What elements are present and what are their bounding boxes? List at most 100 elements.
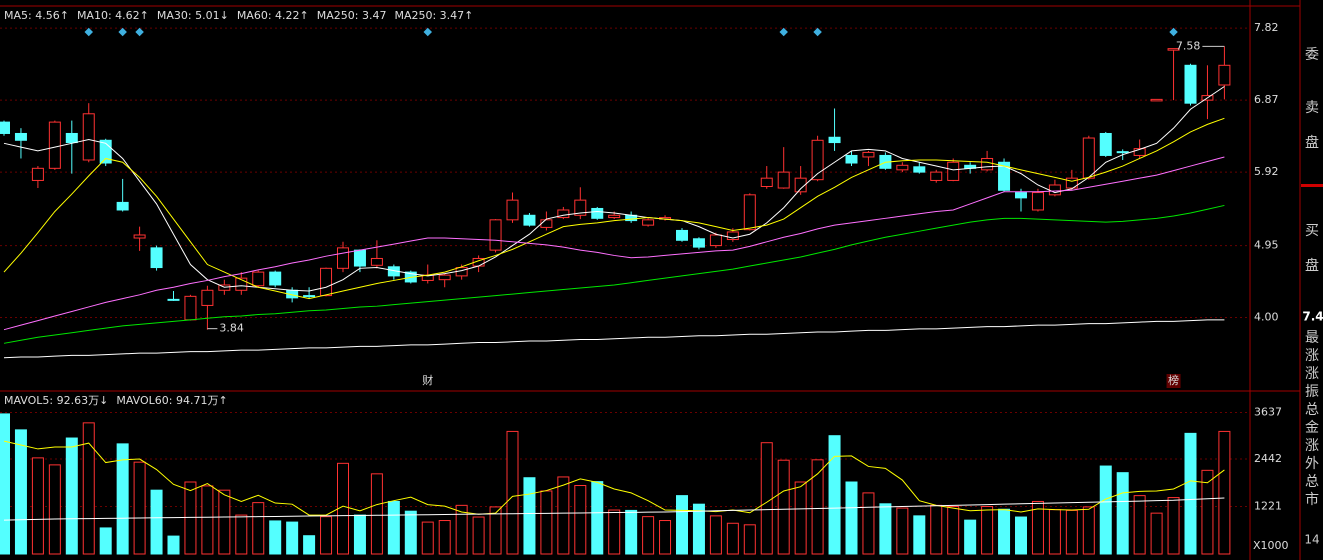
candle-body [1167, 48, 1180, 51]
candle-body [777, 171, 790, 189]
candle-body [1015, 192, 1027, 199]
candle-body [913, 166, 926, 173]
side-highlight [1301, 184, 1323, 187]
volume-bar [1201, 469, 1214, 555]
volume-bar [811, 459, 824, 555]
legend-entry: MA30: 5.01↓ [157, 9, 229, 22]
volume-bar [692, 503, 705, 555]
volume-bar [591, 481, 604, 555]
ma-line [3, 156, 1225, 331]
volume-bar [404, 510, 417, 555]
volume-bar [540, 490, 553, 555]
volume-bar [0, 413, 10, 555]
ma-line [3, 117, 1225, 300]
volume-bar [65, 437, 78, 555]
candle-body [1065, 177, 1078, 189]
candle-body [99, 139, 112, 164]
candle-body [591, 207, 604, 219]
candle-body [845, 154, 858, 164]
volume-bar [1218, 430, 1231, 555]
candle-body [930, 171, 943, 181]
candle-body [337, 247, 349, 269]
volume-bar [879, 503, 892, 555]
side-label: 市 [1305, 491, 1319, 508]
volume-bar [1031, 500, 1044, 555]
candle-body [692, 238, 705, 248]
volume-bar [642, 516, 655, 555]
mavol-line [3, 440, 1225, 516]
candle-body [14, 132, 27, 141]
volume-bar [370, 473, 383, 555]
volume-bar [489, 506, 502, 555]
candle-body [1116, 151, 1129, 154]
volume-bar [828, 435, 841, 555]
side-label: 外 [1305, 456, 1319, 472]
candle-body [1133, 148, 1146, 156]
candle-body [998, 161, 1011, 191]
candle-body [896, 164, 909, 171]
volume-bar [1167, 497, 1180, 555]
volume-bar [523, 477, 536, 555]
volume-bar [947, 506, 960, 555]
candle-body [828, 136, 841, 144]
side-label: 总 [1305, 402, 1319, 418]
ma-line [3, 319, 1225, 359]
candle-body [676, 229, 688, 241]
mavol-line [3, 497, 1225, 521]
candle-body [252, 271, 265, 287]
event-marker: 财 [422, 373, 433, 387]
side-label: 盘 [1305, 257, 1319, 274]
y-tick-label: 6.87 [1254, 93, 1279, 106]
volume-bar [557, 476, 570, 555]
candle-body [981, 157, 994, 171]
candle-body [947, 161, 960, 181]
side-label: 卖 [1305, 100, 1319, 116]
candle-body [862, 151, 875, 158]
candle-body [133, 234, 146, 239]
candle-body [370, 257, 383, 266]
volume-bar [913, 515, 926, 555]
candle-body [608, 214, 621, 219]
candle-body [743, 194, 756, 231]
candle-body [167, 298, 180, 301]
signal-marker [423, 27, 432, 37]
volume-bar [930, 504, 943, 555]
y-tick-label: 1221 [1254, 499, 1282, 512]
volume-bar [353, 514, 366, 555]
candle-body [642, 219, 655, 226]
event-box [1166, 374, 1181, 388]
candle-body [150, 247, 163, 269]
volume-bar [269, 520, 282, 555]
volume-bar [421, 521, 434, 555]
volume-bar [303, 535, 316, 555]
candle-body [489, 219, 502, 251]
side-label: 总 [1305, 474, 1319, 490]
y-tick-label: 5.92 [1254, 165, 1279, 178]
volume-bar [1082, 506, 1095, 555]
volume-bar [455, 504, 468, 555]
high-label: 7.58 [1176, 39, 1201, 52]
candle-body [184, 295, 197, 321]
candle-body [82, 113, 95, 161]
volume-bar [184, 481, 197, 555]
volume-bar [286, 521, 299, 555]
volume-bar [1150, 512, 1163, 555]
candle-body [1048, 184, 1061, 196]
y-tick-label: 4.00 [1254, 311, 1279, 324]
volume-bar [150, 489, 163, 555]
volume-bar [760, 442, 773, 555]
volume-bar [82, 422, 95, 555]
candle-body [1218, 64, 1231, 86]
candle-body [726, 231, 739, 241]
volume-bar [743, 524, 756, 555]
volume-bar [1065, 509, 1078, 555]
side-label: 金 [1305, 420, 1319, 436]
volume-bar [794, 481, 807, 555]
volume-bar [1099, 465, 1112, 555]
legend-entry: MA10: 4.62↑ [77, 9, 149, 22]
volume-bar [1015, 516, 1027, 555]
candle-body [65, 132, 78, 144]
candle-body [540, 219, 553, 228]
side-label: 盘 [1305, 134, 1319, 151]
